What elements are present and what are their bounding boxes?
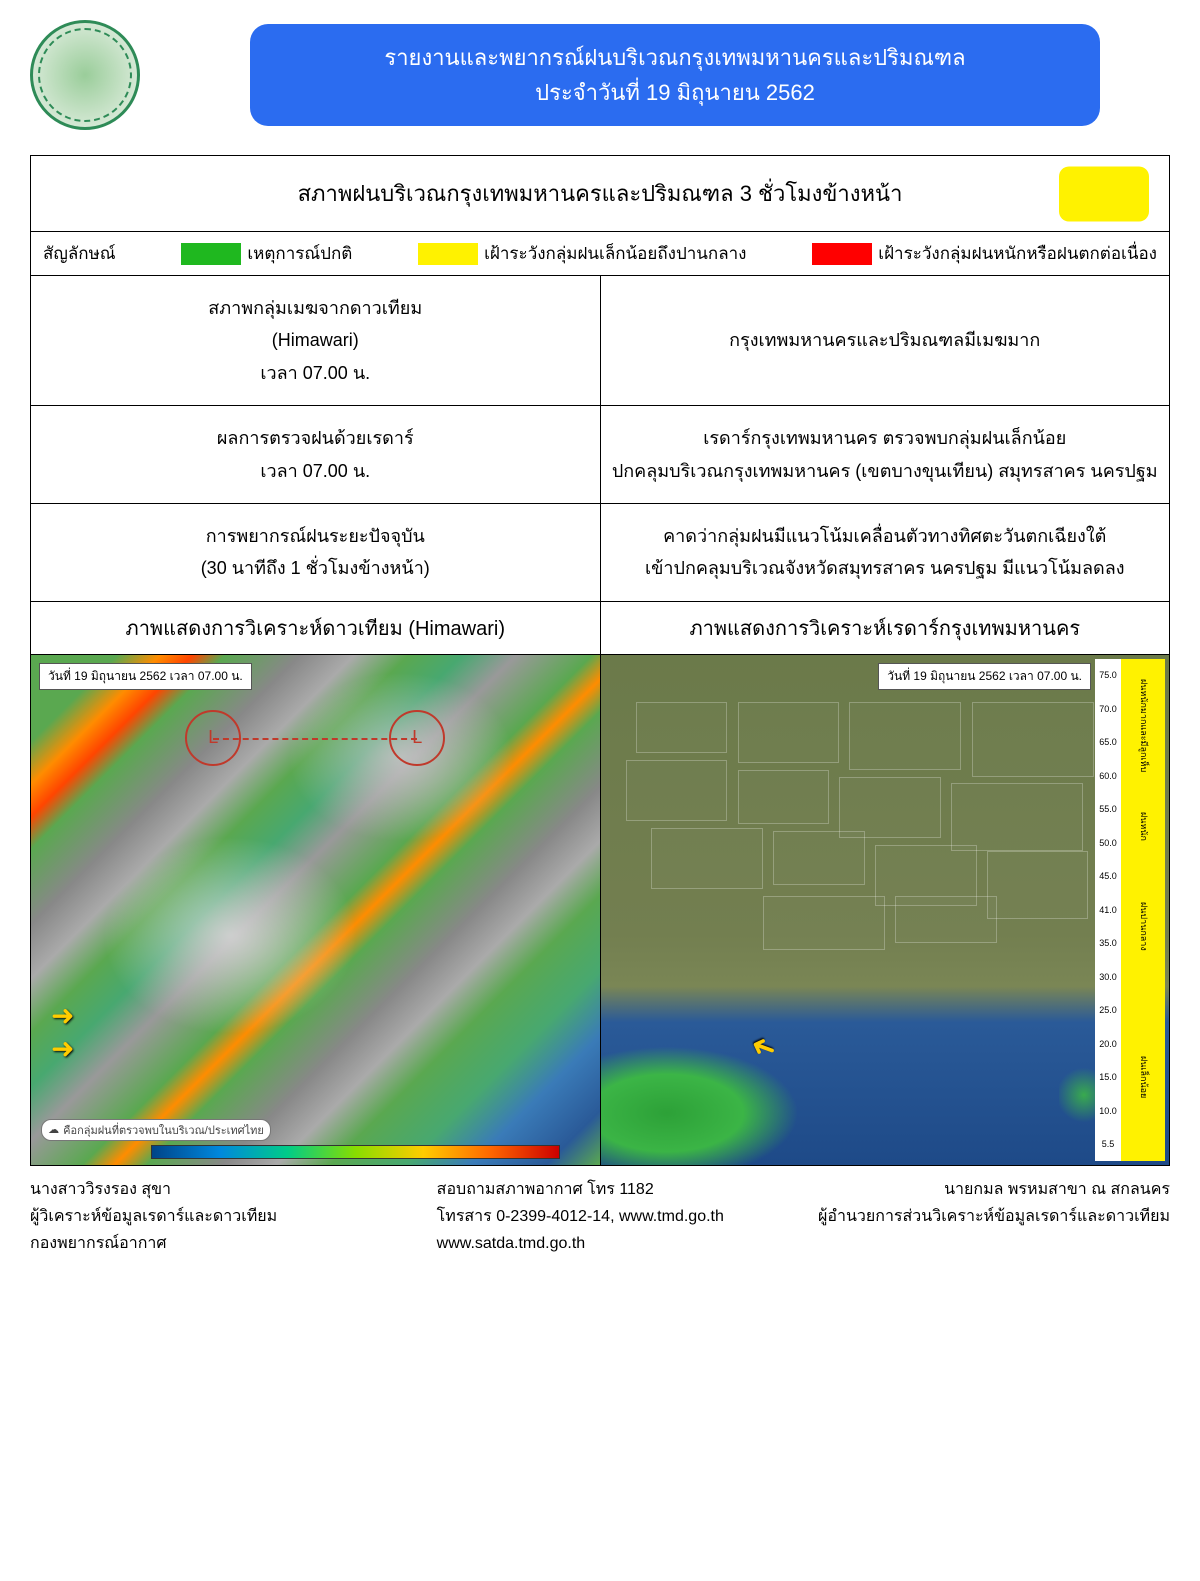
footer: นางสาววิรงรอง สุขา ผู้วิเคราะห์ข้อมูลเรด… [30,1176,1170,1258]
title-line2: ประจำวันที่ 19 มิถุนายน 2562 [300,75,1050,110]
status-badge [1059,166,1149,221]
footer-center: สอบถามสภาพอากาศ โทร 1182 โทรสาร 0-2399-4… [397,1176,804,1258]
legend-item-watch: เฝ้าระวังกลุ่มฝนเล็กน้อยถึงปานกลาง [418,240,746,267]
wind-arrow-icon: ➜➜ [51,999,74,1065]
low-pressure-annotation: L L [185,710,445,770]
header: รายงานและพยากรณ์ฝนบริเวณกรุงเทพมหานครและ… [30,20,1170,130]
sat-timestamp: วันที่ 19 มิถุนายน 2562 เวลา 07.00 น. [39,663,252,690]
footer-left: นางสาววิรงรอง สุขา ผู้วิเคราะห์ข้อมูลเรด… [30,1176,397,1258]
radar-scale-values: 75.070.065.060.055.050.045.041.035.030.0… [1095,659,1121,1161]
swatch-yellow [418,243,478,265]
row-radar: ผลการตรวจฝนด้วยเรดาร์ เวลา 07.00 น. เรดา… [31,406,1170,504]
footer-right: นายกมล พรหมสาขา ณ สกลนคร ผู้อำนวยการส่วน… [803,1176,1170,1258]
row-nowcast: การพยากรณ์ฝนระยะปัจจุบัน (30 นาทีถึง 1 ช… [31,503,1170,601]
legend-cell: สัญลักษณ์ เหตุการณ์ปกติ เฝ้าระวังกลุ่มฝน… [31,232,1170,276]
swatch-red [812,243,872,265]
sat-map-title: ภาพแสดงการวิเคราะห์ดาวเทียม (Himawari) [31,601,601,654]
report-table: สภาพฝนบริเวณกรุงเทพมหานครและปริมณฑล 3 ชั… [30,155,1170,1166]
tmd-logo-icon [30,20,140,130]
section-title: สภาพฝนบริเวณกรุงเทพมหานครและปริมณฑล 3 ชั… [298,181,903,206]
title-line1: รายงานและพยากรณ์ฝนบริเวณกรุงเทพมหานครและ… [300,40,1050,75]
radar-district-grid [611,685,1120,1025]
radar-map-title: ภาพแสดงการวิเคราะห์เรดาร์กรุงเทพมหานคร [600,601,1170,654]
section-title-cell: สภาพฝนบริเวณกรุงเทพมหานครและปริมณฑล 3 ชั… [31,156,1170,232]
title-banner: รายงานและพยากรณ์ฝนบริเวณกรุงเทพมหานครและ… [250,24,1100,126]
sat-map-cell: วันที่ 19 มิถุนายน 2562 เวลา 07.00 น. L … [31,654,601,1165]
row-satellite: สภาพกลุ่มเมฆจากดาวเทียม (Himawari) เวลา … [31,276,1170,406]
sat-colorbar [151,1145,560,1159]
swatch-green [181,243,241,265]
radar-map-cell: วันที่ 19 มิถุนายน 2562 เวลา 07.00 น. [600,654,1170,1165]
sat-cloud-note: คือกลุ่มฝนที่ตรวจพบในบริเวณ/ประเทศไทย [41,1119,271,1141]
legend-item-warn: เฝ้าระวังกลุ่มฝนหนักหรือฝนตกต่อเนื่อง [812,240,1157,267]
radar-rain-echo [601,1035,821,1165]
legend-label: สัญลักษณ์ [43,240,116,267]
radar-map: วันที่ 19 มิถุนายน 2562 เวลา 07.00 น. [601,655,1170,1165]
radar-intensity-scale: ฝนหนักมากและมีลูกเห็บฝนหนักฝนปานกลางฝนเล… [1121,659,1165,1161]
legend-item-normal: เหตุการณ์ปกติ [181,240,352,267]
satellite-map: วันที่ 19 มิถุนายน 2562 เวลา 07.00 น. L … [31,655,600,1165]
